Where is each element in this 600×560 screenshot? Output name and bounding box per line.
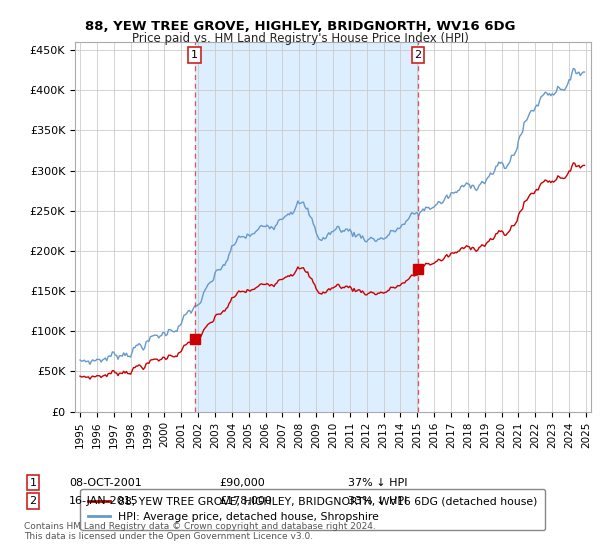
Bar bbox=[194, 42, 418, 412]
Text: 1: 1 bbox=[29, 478, 37, 488]
Text: 16-JAN-2015: 16-JAN-2015 bbox=[69, 496, 139, 506]
Text: 37% ↓ HPI: 37% ↓ HPI bbox=[348, 478, 407, 488]
Text: Contains HM Land Registry data © Crown copyright and database right 2024.
This d: Contains HM Land Registry data © Crown c… bbox=[24, 522, 376, 542]
Text: 88, YEW TREE GROVE, HIGHLEY, BRIDGNORTH, WV16 6DG: 88, YEW TREE GROVE, HIGHLEY, BRIDGNORTH,… bbox=[85, 20, 515, 32]
Text: £178,000: £178,000 bbox=[219, 496, 272, 506]
Text: 1: 1 bbox=[191, 50, 198, 60]
Text: 33% ↓ HPI: 33% ↓ HPI bbox=[348, 496, 407, 506]
Text: £90,000: £90,000 bbox=[219, 478, 265, 488]
Text: 2: 2 bbox=[415, 50, 422, 60]
Text: 2: 2 bbox=[29, 496, 37, 506]
Text: Price paid vs. HM Land Registry's House Price Index (HPI): Price paid vs. HM Land Registry's House … bbox=[131, 32, 469, 45]
Legend: 88, YEW TREE GROVE, HIGHLEY, BRIDGNORTH, WV16 6DG (detached house), HPI: Average: 88, YEW TREE GROVE, HIGHLEY, BRIDGNORTH,… bbox=[80, 489, 545, 530]
Text: 08-OCT-2001: 08-OCT-2001 bbox=[69, 478, 142, 488]
